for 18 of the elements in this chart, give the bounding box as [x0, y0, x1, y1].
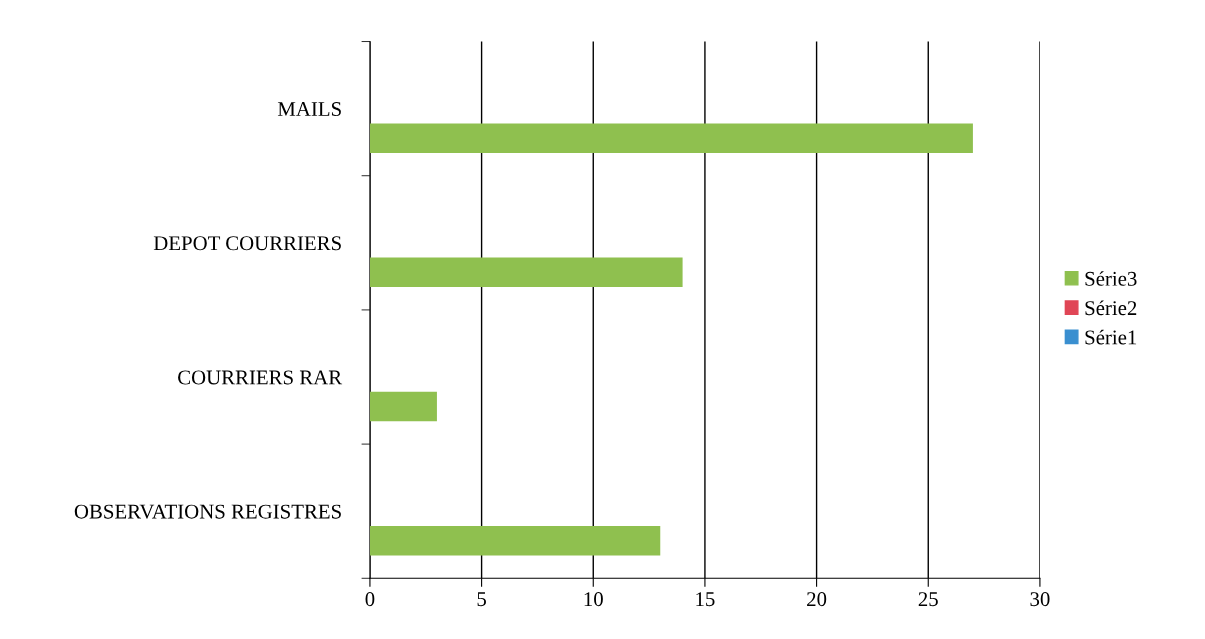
- legend-label: Série1: [1085, 329, 1137, 345]
- y-tick-label: COURRIERS RAR: [178, 370, 343, 385]
- y-tick-label: OBSERVATIONS REGISTRES: [74, 504, 341, 519]
- legend-label: Série3: [1085, 271, 1137, 286]
- x-tick-label: 0: [365, 592, 375, 607]
- bar: [369, 257, 683, 288]
- bar: [369, 123, 973, 153]
- x-tick-label: 15: [696, 592, 715, 607]
- x-tick-label: 30: [1030, 592, 1050, 607]
- y-tick-label: MAILS: [277, 102, 341, 117]
- bar: [369, 391, 437, 422]
- x-tick-label: 25: [918, 592, 938, 607]
- bar: [369, 525, 661, 556]
- y-tick-label: DEPOT COURRIERS: [153, 236, 341, 251]
- x-tick-label: 10: [584, 592, 603, 607]
- x-tick-label: 5: [477, 592, 486, 607]
- x-tick-label: 20: [807, 592, 827, 607]
- legend-label: Série2: [1085, 300, 1137, 316]
